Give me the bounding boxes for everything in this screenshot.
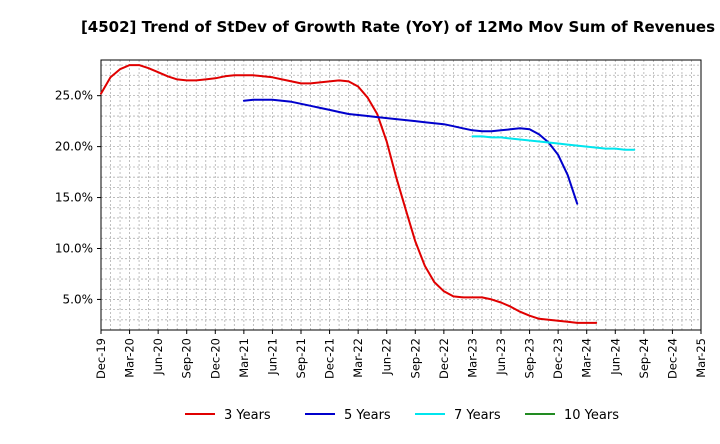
series-line-3-years	[100, 64, 598, 324]
legend-label: 5 Years	[344, 408, 391, 423]
plot-area-frame	[100, 59, 702, 331]
y-tick-label: 10.0%	[55, 241, 93, 255]
x-tick-label: Mar-21	[237, 338, 251, 378]
x-tick-label: Dec-20	[208, 338, 222, 379]
x-tick-label: Sep-20	[180, 338, 194, 378]
x-tick-label: Sep-22	[408, 338, 422, 378]
legend-label: 10 Years	[564, 408, 619, 423]
x-tick-label: Mar-24	[580, 338, 594, 378]
legend-label: 7 Years	[454, 408, 501, 423]
y-axis: 5.0% 10.0% 15.0% 20.0% 25.0%	[55, 89, 101, 306]
x-tick-label: Jun-22	[380, 338, 394, 376]
x-tick-label: Sep-21	[294, 338, 308, 378]
x-tick-label: Dec-19	[94, 338, 108, 379]
x-tick-label: Dec-22	[437, 338, 451, 379]
x-tick-label: Dec-21	[323, 338, 337, 379]
y-tick-label: 5.0%	[63, 292, 94, 306]
legend: 3 Years 5 Years 7 Years 10 Years	[185, 408, 619, 423]
legend-label: 3 Years	[224, 408, 271, 423]
series-line-5-years	[242, 98, 579, 205]
x-tick-label: Mar-25	[694, 338, 708, 378]
x-axis: Dec-19 Mar-20 Jun-20 Sep-20 Dec-20 Mar-21 Jun-…	[94, 330, 708, 379]
series-layer	[100, 64, 636, 324]
x-tick-label: Mar-23	[465, 338, 479, 378]
x-tick-label: Jun-23	[494, 338, 508, 376]
grid	[101, 60, 701, 331]
x-tick-label: Sep-24	[637, 338, 651, 378]
x-tick-label: Jun-21	[265, 338, 279, 376]
x-tick-label: Sep-23	[523, 338, 537, 378]
x-tick-label: Jun-24	[608, 338, 622, 376]
y-tick-label: 15.0%	[55, 191, 93, 205]
chart-title: [4502] Trend of StDev of Growth Rate (Yo…	[81, 18, 715, 36]
x-tick-label: Dec-24	[665, 338, 679, 379]
y-tick-label: 25.0%	[55, 89, 93, 103]
x-tick-label: Dec-23	[551, 338, 565, 379]
y-tick-label: 20.0%	[55, 140, 93, 154]
x-tick-label: Mar-20	[123, 338, 137, 378]
x-tick-label: Mar-22	[351, 338, 365, 378]
x-tick-label: Jun-20	[151, 338, 165, 376]
series-line-7-years	[471, 135, 636, 151]
